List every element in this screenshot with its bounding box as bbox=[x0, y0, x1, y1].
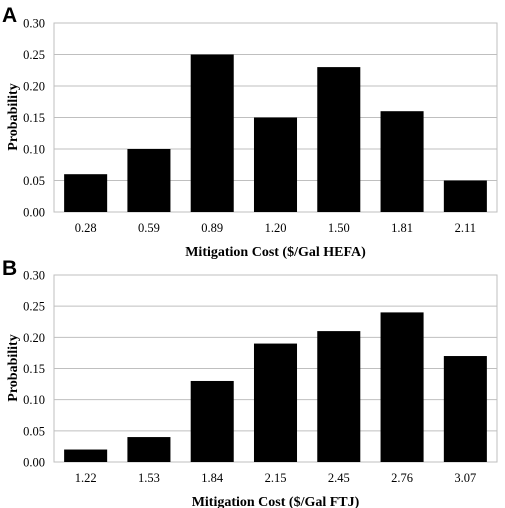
y-axis-title: Probability bbox=[6, 83, 21, 150]
bar-1-20 bbox=[253, 117, 298, 212]
bar-1-53 bbox=[127, 437, 171, 462]
x-axis-title: Mitigation Cost ($/Gal FTJ) bbox=[192, 495, 360, 508]
bar-3-07 bbox=[443, 356, 487, 462]
x-tick-label: 0.28 bbox=[75, 221, 97, 235]
y-tick-label: 0.15 bbox=[23, 111, 45, 125]
bar-2-11 bbox=[443, 180, 487, 212]
y-axis-title: Probability bbox=[6, 334, 21, 401]
x-tick-label: 0.89 bbox=[201, 221, 223, 235]
bar-1-81 bbox=[380, 111, 424, 212]
y-tick-label: 0.10 bbox=[23, 143, 45, 157]
bar-0-59 bbox=[127, 149, 171, 212]
x-axis-title: Mitigation Cost ($/Gal HEFA) bbox=[185, 245, 366, 260]
x-tick-label: 1.22 bbox=[75, 471, 97, 485]
bar-2-15 bbox=[253, 343, 298, 462]
y-tick-label: 0.05 bbox=[23, 174, 45, 188]
panel-label-b: B bbox=[2, 257, 17, 280]
chart-panel-b: B 0.00 0.05 0.10 0.15 0.20 0.25 0.30 1.22 1.53 1.8… bbox=[2, 257, 498, 508]
y-tick-label: 0.30 bbox=[23, 17, 45, 31]
x-tick-label: 1.50 bbox=[328, 221, 350, 235]
x-tick-label: 1.84 bbox=[201, 471, 224, 485]
x-tick-label: 1.53 bbox=[138, 471, 160, 485]
x-tick-label: 2.45 bbox=[328, 471, 350, 485]
y-tick-label: 0.25 bbox=[23, 48, 45, 62]
x-tick-label: 1.20 bbox=[265, 221, 287, 235]
y-tick-label: 0.10 bbox=[23, 393, 45, 407]
y-tick-label: 0.00 bbox=[23, 456, 45, 470]
y-tick-label: 0.00 bbox=[23, 206, 45, 220]
bar-2-76 bbox=[380, 312, 424, 462]
bar-0-89 bbox=[190, 54, 234, 212]
y-tick-label: 0.25 bbox=[23, 300, 45, 314]
y-tick-label: 0.30 bbox=[23, 269, 45, 283]
bar-1-22 bbox=[64, 449, 108, 462]
x-tick-label: 3.07 bbox=[454, 471, 476, 485]
x-tick-label: 2.11 bbox=[455, 221, 476, 235]
y-tick-label: 0.20 bbox=[23, 80, 45, 94]
x-tick-label: 0.59 bbox=[138, 221, 160, 235]
bar-1-84 bbox=[190, 380, 234, 462]
x-tick-label: 2.15 bbox=[265, 471, 287, 485]
bar-2-45 bbox=[317, 331, 361, 462]
bar-0-28 bbox=[64, 174, 108, 212]
y-tick-label: 0.20 bbox=[23, 331, 45, 345]
x-tick-label: 1.81 bbox=[391, 221, 413, 235]
bar-1-50 bbox=[317, 67, 361, 212]
y-tick-label: 0.05 bbox=[23, 424, 45, 438]
y-tick-label: 0.15 bbox=[23, 362, 45, 376]
panel-label-a: A bbox=[2, 4, 17, 27]
x-tick-label: 2.76 bbox=[391, 471, 413, 485]
chart-panel-a: A 0.00 0.05 0.10 0.15 0.20 0.25 0.30 0.28 0.59 0.8… bbox=[2, 4, 498, 260]
